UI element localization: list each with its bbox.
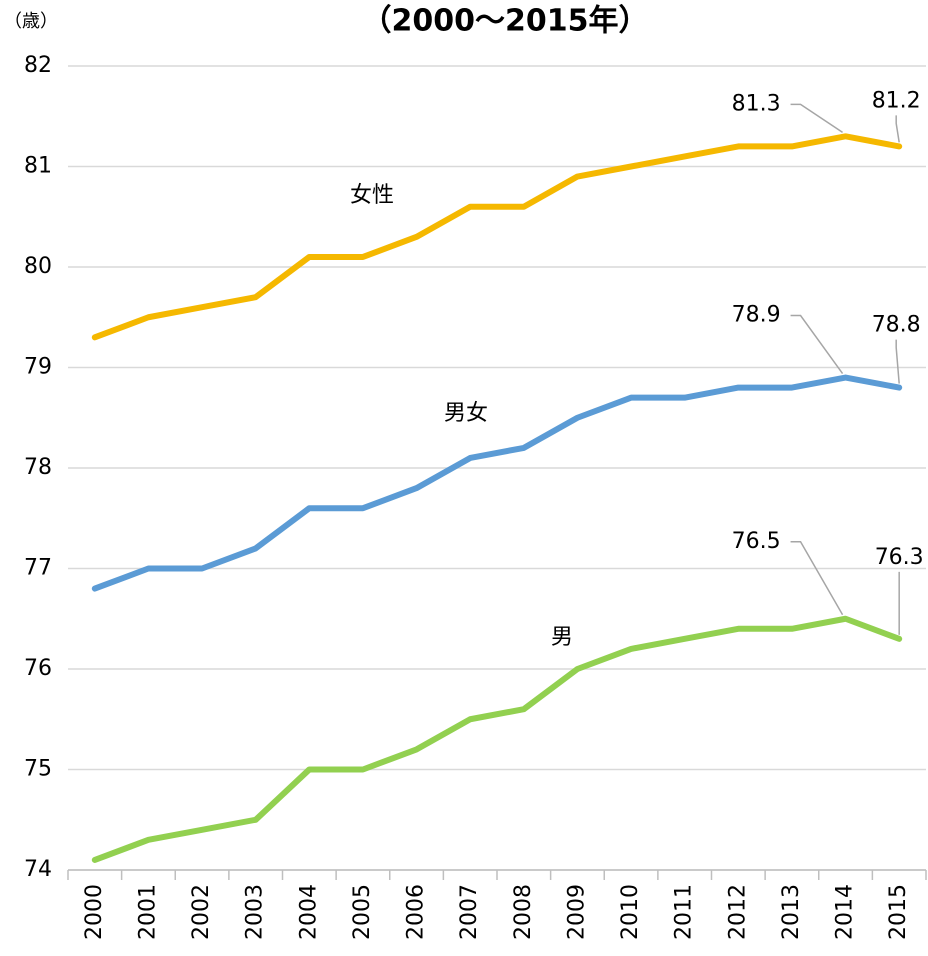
x-tick-label: 2008 — [511, 884, 536, 940]
x-tick-label: 2001 — [135, 884, 160, 940]
x-tick-label: 2013 — [779, 884, 804, 940]
y-tick-label: 80 — [24, 254, 52, 279]
y-tick-label: 78 — [24, 455, 52, 480]
y-tick-label: 82 — [24, 53, 52, 78]
x-tick-label: 2000 — [82, 884, 107, 940]
data-label: 81.3 — [732, 91, 781, 116]
data-label: 78.9 — [732, 303, 781, 328]
series-line — [91, 374, 903, 592]
x-tick-label: 2004 — [296, 884, 321, 940]
data-label: 81.2 — [872, 88, 921, 113]
x-tick-label: 2009 — [564, 884, 589, 940]
x-tick-label: 2002 — [189, 884, 214, 940]
x-tick-label: 2015 — [886, 884, 911, 940]
chart-title: （2000～2015年） — [362, 4, 649, 39]
series-label: 女性 — [350, 183, 394, 208]
leader-line — [895, 115, 900, 143]
x-tick-label: 2011 — [672, 884, 697, 940]
leader-line — [790, 314, 844, 374]
series-line — [91, 615, 903, 863]
leader-line — [790, 103, 843, 133]
x-tick-label: 2012 — [725, 884, 750, 940]
x-tick-label: 2006 — [404, 884, 429, 940]
y-tick-label: 77 — [24, 556, 52, 581]
x-tick-label: 2014 — [833, 884, 858, 940]
data-label: 78.8 — [872, 313, 921, 338]
y-axis-label: （歳） — [4, 11, 58, 32]
y-tick-label: 79 — [24, 355, 52, 380]
series-label: 男女 — [444, 401, 488, 426]
series-line — [91, 133, 903, 341]
y-tick-label: 75 — [24, 757, 52, 782]
y-tick-label: 76 — [24, 656, 52, 681]
y-tick-label: 81 — [24, 154, 52, 179]
x-tick-label: 2005 — [350, 884, 375, 940]
series-label: 男 — [551, 625, 573, 650]
leader-line — [790, 541, 844, 616]
x-tick-label: 2010 — [618, 884, 643, 940]
leader-line — [895, 339, 900, 384]
y-tick-label: 74 — [24, 857, 52, 882]
data-label: 76.5 — [732, 529, 781, 554]
x-tick-label: 2003 — [243, 884, 268, 940]
x-tick-label: 2007 — [457, 884, 482, 940]
data-label: 76.3 — [875, 545, 924, 570]
